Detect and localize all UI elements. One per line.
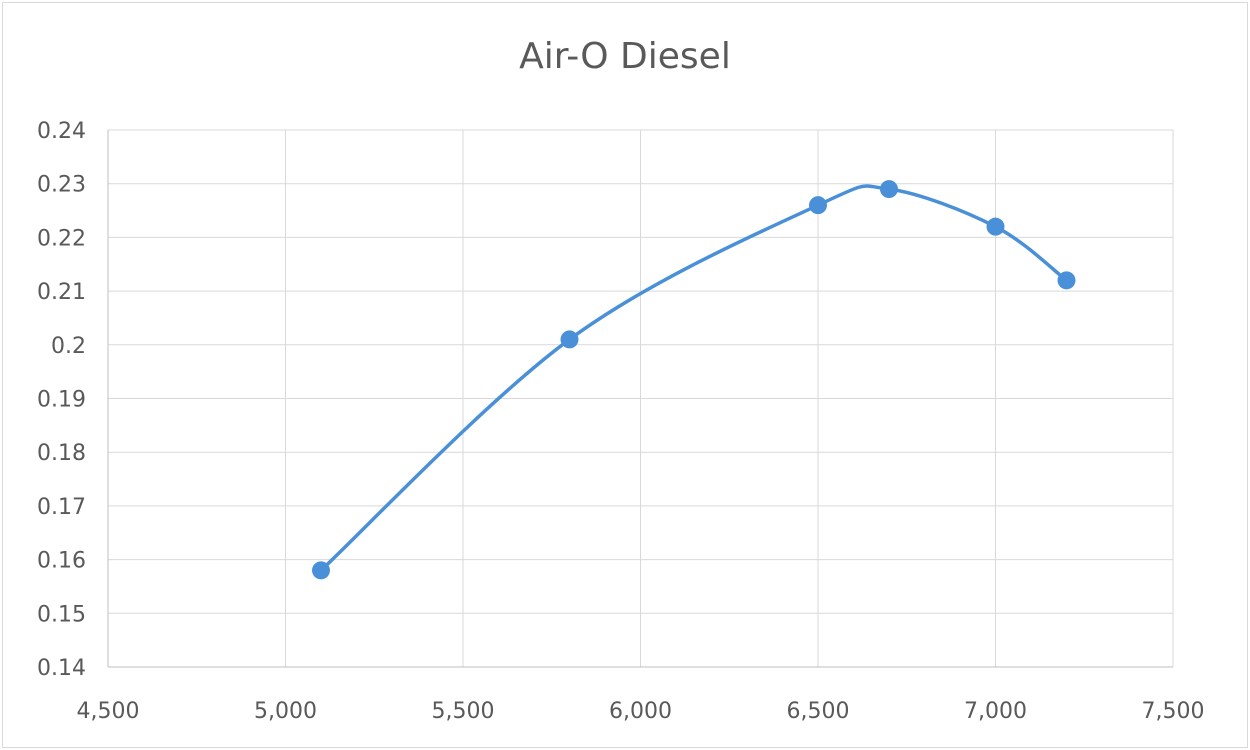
series-line — [319, 184, 1069, 573]
data-point — [560, 330, 579, 349]
data-point — [1057, 271, 1076, 290]
y-tick-label: 0.17 — [37, 495, 86, 520]
data-point — [809, 196, 827, 215]
x-tick-label: 4,500 — [77, 699, 140, 724]
y-tick-label: 0.24 — [37, 119, 86, 144]
y-tick-label: 0.16 — [37, 549, 86, 574]
y-tick-label: 0.2 — [51, 334, 86, 359]
y-tick-label: 0.19 — [37, 388, 86, 413]
x-axis-tick-labels: 4,500 5,000 5,500 6,000 6,500 7,000 7,500 — [77, 699, 1205, 724]
x-tick-label: 5,500 — [432, 699, 495, 724]
y-tick-label: 0.15 — [37, 602, 86, 627]
data-point — [986, 217, 1005, 236]
x-tick-label: 7,000 — [964, 699, 1027, 724]
y-tick-label: 0.21 — [37, 280, 86, 305]
axes — [107, 130, 1173, 668]
y-axis-tick-labels: 0.14 0.15 0.16 0.17 0.18 0.19 0.2 0.21 0.22 0.23 0… — [37, 119, 86, 681]
series-layer — [312, 180, 1076, 580]
x-tick-label: 6,000 — [609, 699, 672, 724]
y-tick-label: 0.14 — [37, 656, 86, 681]
y-tick-label: 0.22 — [37, 226, 86, 251]
x-tick-label: 5,000 — [254, 699, 317, 724]
grid-lines — [108, 129, 1174, 667]
x-tick-label: 6,500 — [787, 699, 850, 724]
y-tick-label: 0.23 — [37, 173, 86, 198]
data-point — [312, 561, 330, 580]
x-tick-label: 7,500 — [1142, 699, 1205, 724]
chart-title: Air-O Diesel — [519, 36, 731, 77]
data-point — [880, 180, 898, 199]
y-tick-label: 0.18 — [37, 441, 86, 466]
